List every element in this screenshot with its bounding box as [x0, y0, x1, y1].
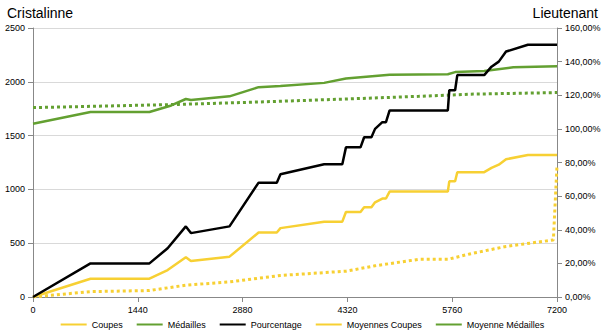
svg-text:20,00%: 20,00%	[565, 258, 596, 268]
svg-text:2000: 2000	[5, 77, 25, 87]
svg-text:500: 500	[10, 238, 25, 248]
svg-text:2880: 2880	[233, 305, 253, 315]
svg-text:Pourcentage: Pourcentage	[251, 320, 302, 330]
svg-text:120,00%: 120,00%	[565, 90, 601, 100]
svg-text:Lieutenant: Lieutenant	[533, 5, 599, 21]
svg-text:2500: 2500	[5, 23, 25, 33]
svg-text:60,00%: 60,00%	[565, 191, 596, 201]
svg-text:100,00%: 100,00%	[565, 124, 601, 134]
svg-text:Moyennes Coupes: Moyennes Coupes	[347, 320, 423, 330]
svg-text:Cristalinne: Cristalinne	[7, 5, 73, 21]
svg-text:1500: 1500	[5, 131, 25, 141]
svg-text:5760: 5760	[442, 305, 462, 315]
svg-text:7200: 7200	[547, 305, 567, 315]
svg-text:0: 0	[30, 305, 35, 315]
svg-text:80,00%: 80,00%	[565, 158, 596, 168]
svg-text:Moyenne Médailles: Moyenne Médailles	[467, 320, 545, 330]
svg-text:4320: 4320	[337, 305, 357, 315]
svg-text:Coupes: Coupes	[92, 320, 124, 330]
svg-text:160,00%: 160,00%	[565, 23, 601, 33]
svg-text:1000: 1000	[5, 184, 25, 194]
svg-text:0,00%: 0,00%	[565, 292, 591, 302]
svg-text:1440: 1440	[128, 305, 148, 315]
svg-text:140,00%: 140,00%	[565, 57, 601, 67]
svg-text:Médailles: Médailles	[168, 320, 207, 330]
svg-text:40,00%: 40,00%	[565, 225, 596, 235]
svg-text:0: 0	[20, 292, 25, 302]
